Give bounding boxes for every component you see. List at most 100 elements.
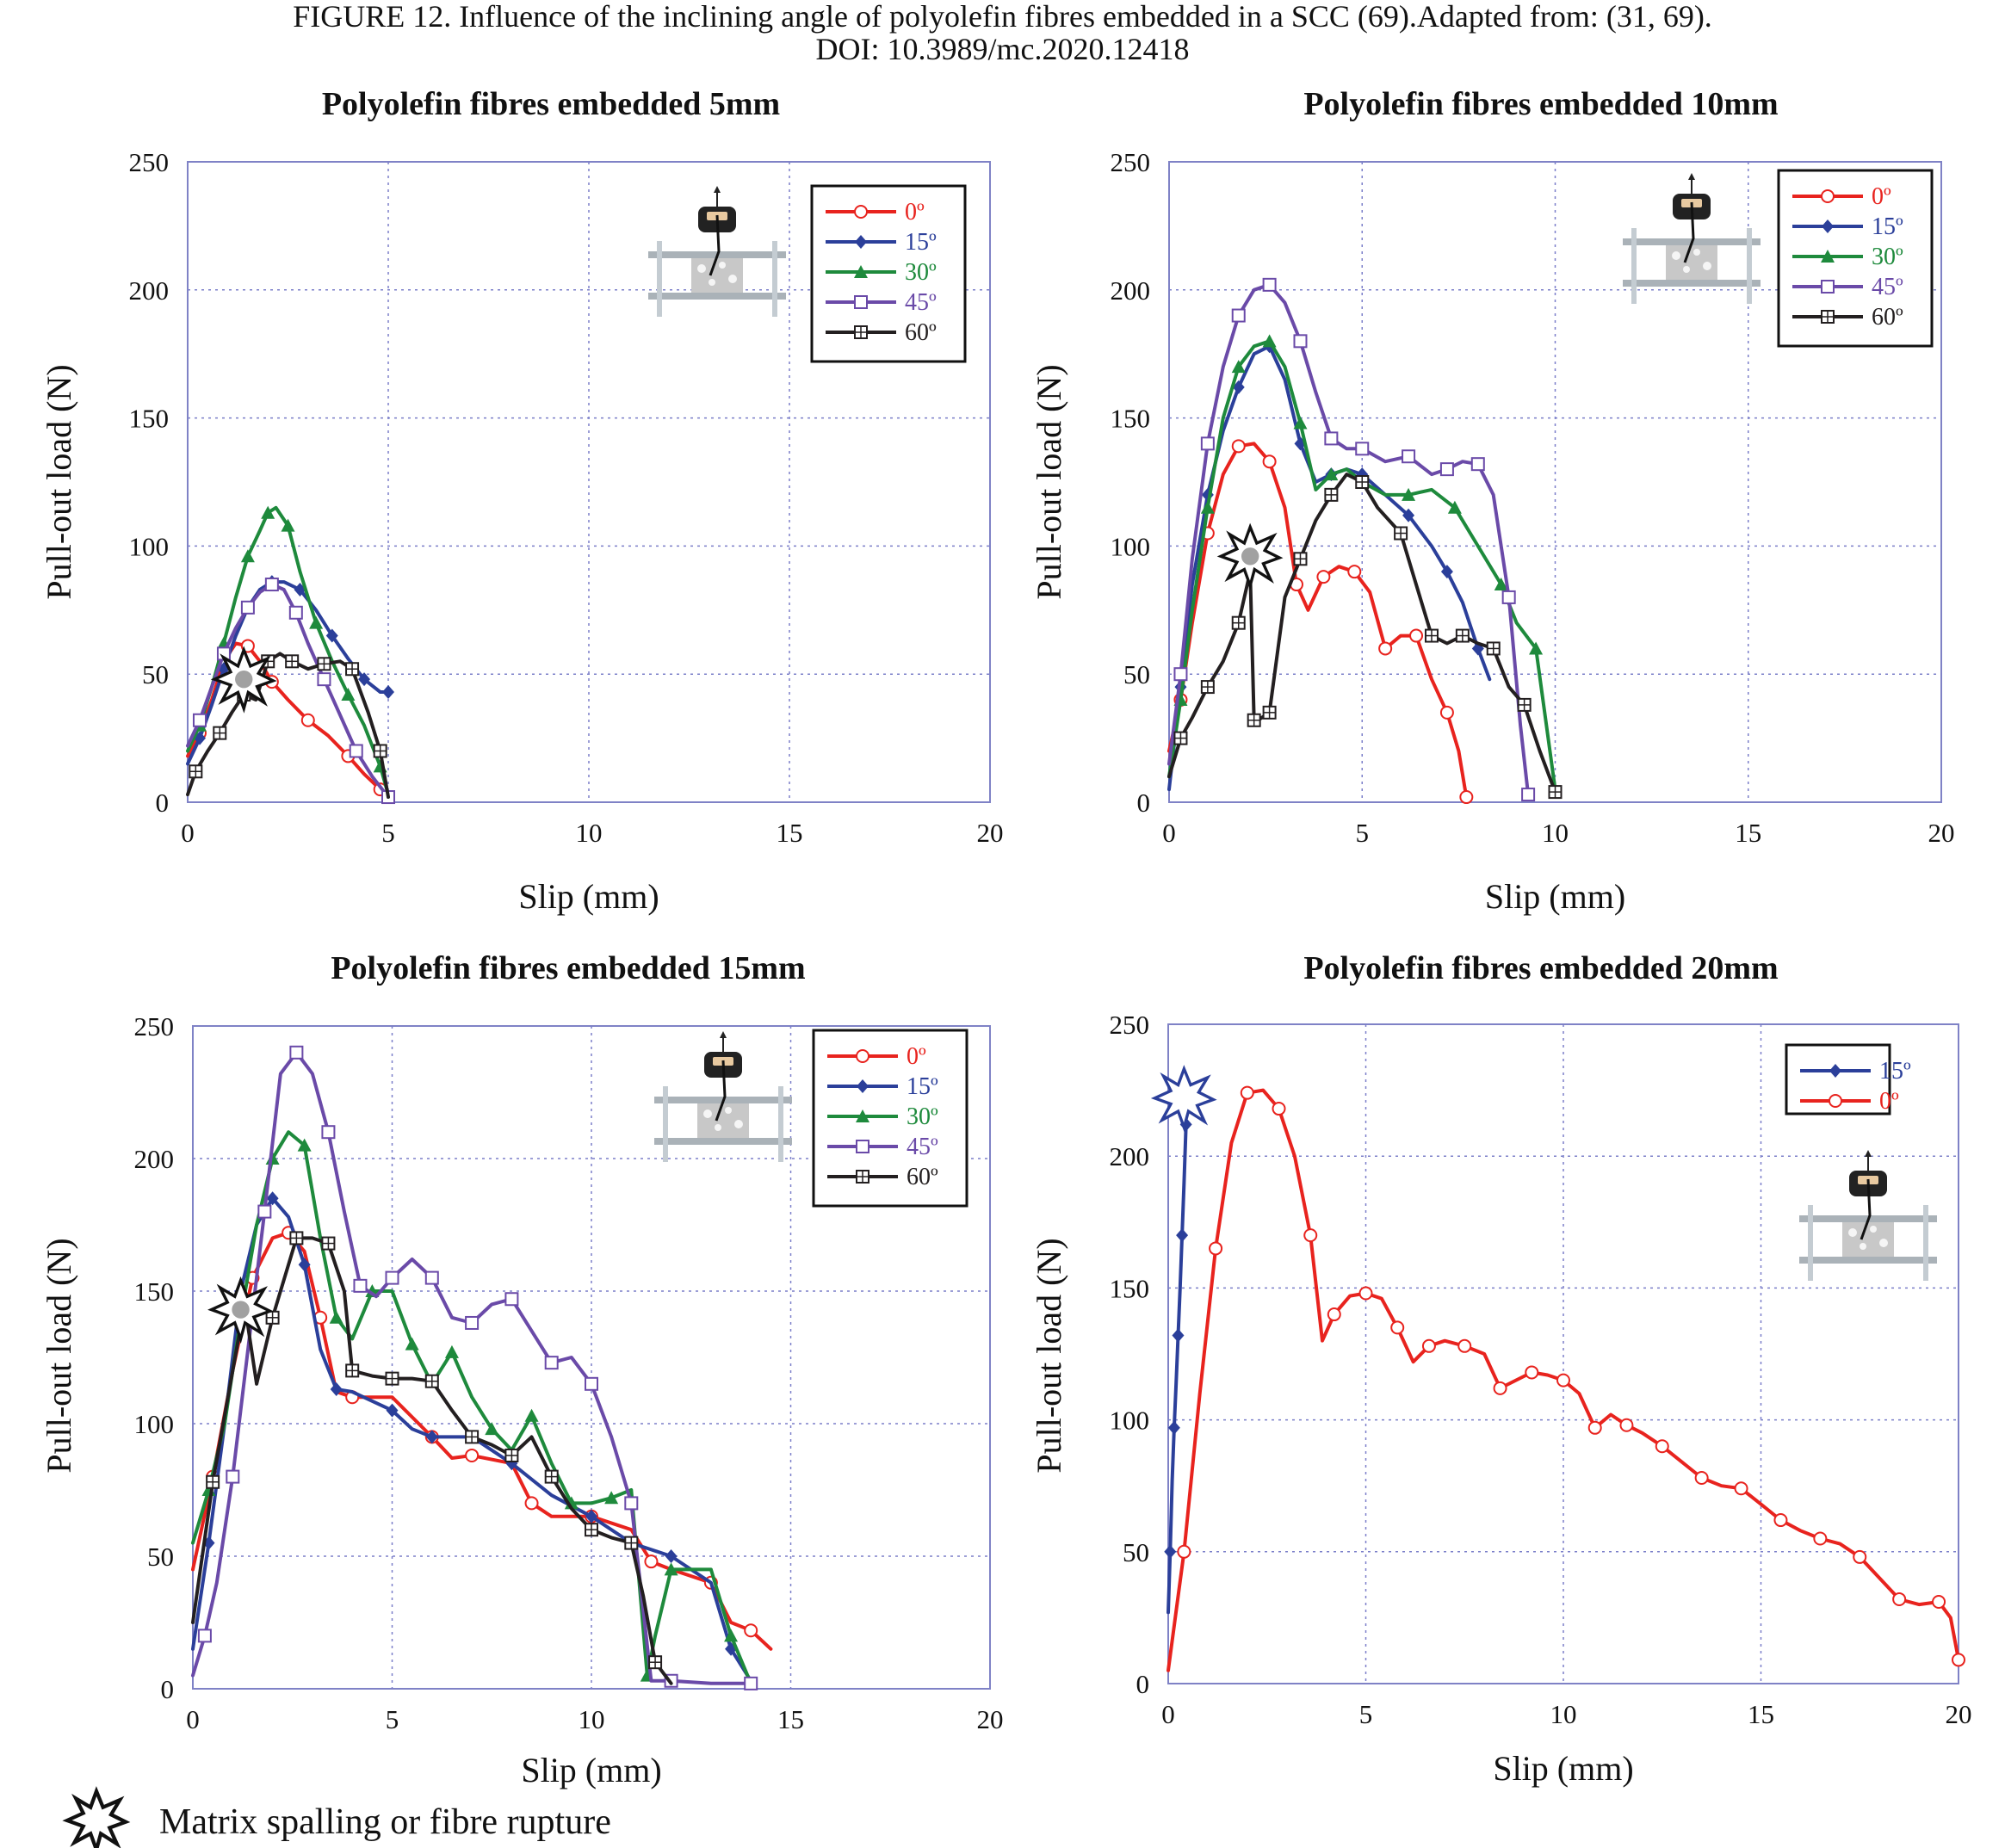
data-point (321, 1125, 336, 1140)
legend-marker (854, 325, 868, 339)
y-tick-label: 150 (134, 1276, 175, 1307)
data-point (1209, 1241, 1223, 1256)
legend-entry: 0º (827, 1043, 926, 1070)
data-point (1231, 308, 1246, 323)
y-axis-label: Pull-out load (N) (1030, 1238, 1068, 1473)
legend-label: 15º (907, 1073, 938, 1100)
data-point (317, 657, 331, 671)
legend-marker (854, 295, 868, 309)
legend-label: 15º (905, 229, 937, 256)
y-tick-label: 150 (1110, 1273, 1150, 1303)
data-point (1421, 1338, 1436, 1353)
data-point (1402, 508, 1415, 522)
data-point (585, 1523, 598, 1537)
y-tick-label: 0 (1137, 788, 1151, 818)
series-0-deg (1166, 1085, 1965, 1672)
x-tick-label: 0 (1161, 1699, 1175, 1729)
data-point (585, 1509, 597, 1524)
legend-label: 60º (907, 1164, 938, 1190)
data-point (1324, 487, 1339, 502)
y-tick-label: 150 (129, 404, 170, 434)
legend-label: 15º (1872, 213, 1903, 240)
y-tick-label: 250 (129, 147, 170, 177)
data-point (1402, 449, 1416, 464)
data-point (1262, 454, 1277, 469)
data-point (341, 688, 356, 701)
data-point (1402, 487, 1416, 501)
x-axis-label: Slip (mm) (521, 1751, 661, 1789)
legend-label: 45º (907, 1134, 938, 1160)
y-tick-label: 200 (129, 275, 170, 306)
x-tick-label: 15 (777, 1704, 804, 1734)
data-point (345, 662, 360, 677)
data-point (1494, 578, 1508, 591)
data-point (309, 615, 324, 629)
series-30-deg (191, 1130, 753, 1685)
series-45-deg (186, 578, 395, 805)
legend-marker (854, 265, 868, 278)
data-point (744, 1623, 758, 1638)
legend-entry: 60º (826, 319, 937, 346)
x-tick-label: 20 (977, 818, 1004, 848)
spall-marker-icon (210, 646, 277, 714)
data-point (1231, 439, 1246, 454)
data-point (345, 1363, 360, 1378)
data-point (1517, 697, 1532, 712)
data-point (265, 1310, 280, 1325)
spall-marker-icon (1216, 522, 1284, 590)
legend-marker (856, 1049, 869, 1063)
x-tick-label: 5 (386, 1704, 399, 1734)
y-tick-label: 50 (1123, 1537, 1149, 1567)
data-point (1172, 1328, 1185, 1343)
data-point (1200, 680, 1215, 695)
data-point (1521, 788, 1536, 802)
spall-icon (62, 1786, 131, 1848)
series-60-deg (191, 1231, 673, 1685)
series-line (1167, 344, 1492, 792)
legend-marker (856, 1109, 869, 1122)
series-15-deg (1167, 339, 1492, 792)
legend-marker (1829, 1094, 1842, 1108)
y-tick-label: 250 (134, 1011, 175, 1041)
data-point (1455, 628, 1470, 643)
x-tick-label: 5 (1359, 1699, 1373, 1729)
data-point (1813, 1531, 1828, 1546)
series-line (191, 1050, 753, 1685)
test-apparatus-icon (653, 1029, 794, 1164)
legend-label: 30º (1872, 244, 1903, 270)
series-line (191, 1130, 753, 1685)
x-tick-label: 10 (576, 818, 603, 848)
x-tick-label: 0 (181, 818, 195, 848)
x-tick-label: 15 (777, 818, 803, 848)
x-tick-label: 5 (381, 818, 395, 848)
data-point (405, 1337, 419, 1350)
data-point (1240, 1085, 1254, 1100)
data-point (664, 1562, 678, 1576)
data-point (1232, 380, 1245, 394)
data-point (1424, 628, 1439, 643)
legend-label: 30º (905, 259, 937, 286)
data-point (257, 1204, 272, 1219)
x-tick-label: 20 (1928, 818, 1955, 848)
panel-title: Polyolefin fibres embedded 10mm (1303, 86, 1778, 122)
data-point (261, 505, 275, 519)
legend-entry: 15º (827, 1073, 938, 1100)
y-tick-label: 0 (161, 1674, 175, 1704)
legend-entry: 15º (1800, 1058, 1911, 1085)
legend-entry: 0º (826, 199, 925, 226)
data-point (1164, 1544, 1177, 1559)
legend-marker (856, 1170, 869, 1184)
series-line (1167, 473, 1557, 794)
data-point (213, 726, 227, 740)
legend-entry: 60º (827, 1164, 938, 1190)
legend: 0º 15º 30º 45º 60º (812, 1029, 968, 1208)
legend-marker (1821, 250, 1835, 263)
caption-line-2: DOI: 10.3989/mc.2020.12418 (815, 32, 1190, 66)
data-point (1486, 641, 1501, 656)
x-tick-label: 0 (186, 1704, 200, 1734)
data-point (1247, 713, 1261, 727)
footnote-text: Matrix spalling or fibre rupture (159, 1802, 611, 1842)
panel-title: Polyolefin fibres embedded 5mm (322, 86, 780, 122)
